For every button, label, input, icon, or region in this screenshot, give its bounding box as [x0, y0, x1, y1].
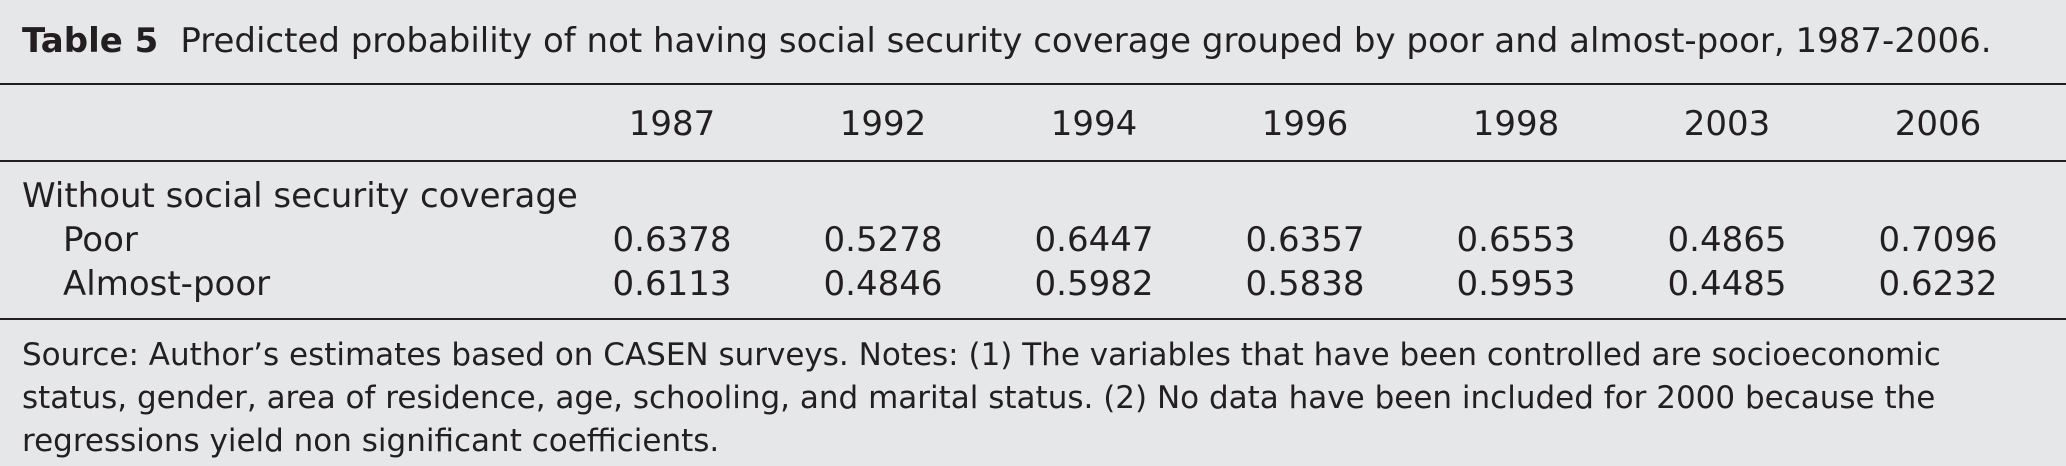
- source-note: Source: Author’s estimates based on CASE…: [22, 337, 1941, 459]
- column-header-year: 1998: [1472, 104, 1560, 144]
- top-rule: [0, 83, 2066, 85]
- row-label-almost-poor: Almost-poor: [63, 264, 271, 304]
- table-title: Predicted probability of not having soci…: [180, 21, 1992, 61]
- table-cell: 0.4865: [1667, 220, 1787, 260]
- table-cell: 0.6447: [1034, 220, 1154, 260]
- table-cell: 0.4846: [823, 264, 943, 304]
- row-group-label: Without social security coverage: [22, 176, 578, 216]
- table-cell: 0.5838: [1245, 264, 1365, 304]
- header-rule: [0, 160, 2066, 162]
- row-label-poor: Poor: [63, 220, 138, 260]
- table-cell: 0.6357: [1245, 220, 1365, 260]
- column-header-year: 1994: [1050, 104, 1138, 144]
- table-cell: 0.6113: [612, 264, 732, 304]
- table-cell: 0.6378: [612, 220, 732, 260]
- column-header-year: 2003: [1683, 104, 1771, 144]
- column-header-year: 1987: [628, 104, 716, 144]
- table-cell: 0.6232: [1878, 264, 1998, 304]
- table-cell: 0.6553: [1456, 220, 1576, 260]
- bottom-rule: [0, 318, 2066, 320]
- table-cell: 0.5278: [823, 220, 943, 260]
- table-caption: Table 5 Predicted probability of not havi…: [22, 18, 1992, 64]
- table-cell: 0.5982: [1034, 264, 1154, 304]
- table-cell: 0.7096: [1878, 220, 1998, 260]
- column-header-year: 1992: [839, 104, 927, 144]
- column-header-year: 1996: [1261, 104, 1349, 144]
- column-header-year: 2006: [1894, 104, 1982, 144]
- table-cell: 0.4485: [1667, 264, 1787, 304]
- table-number: Table 5: [22, 21, 159, 61]
- table-cell: 0.5953: [1456, 264, 1576, 304]
